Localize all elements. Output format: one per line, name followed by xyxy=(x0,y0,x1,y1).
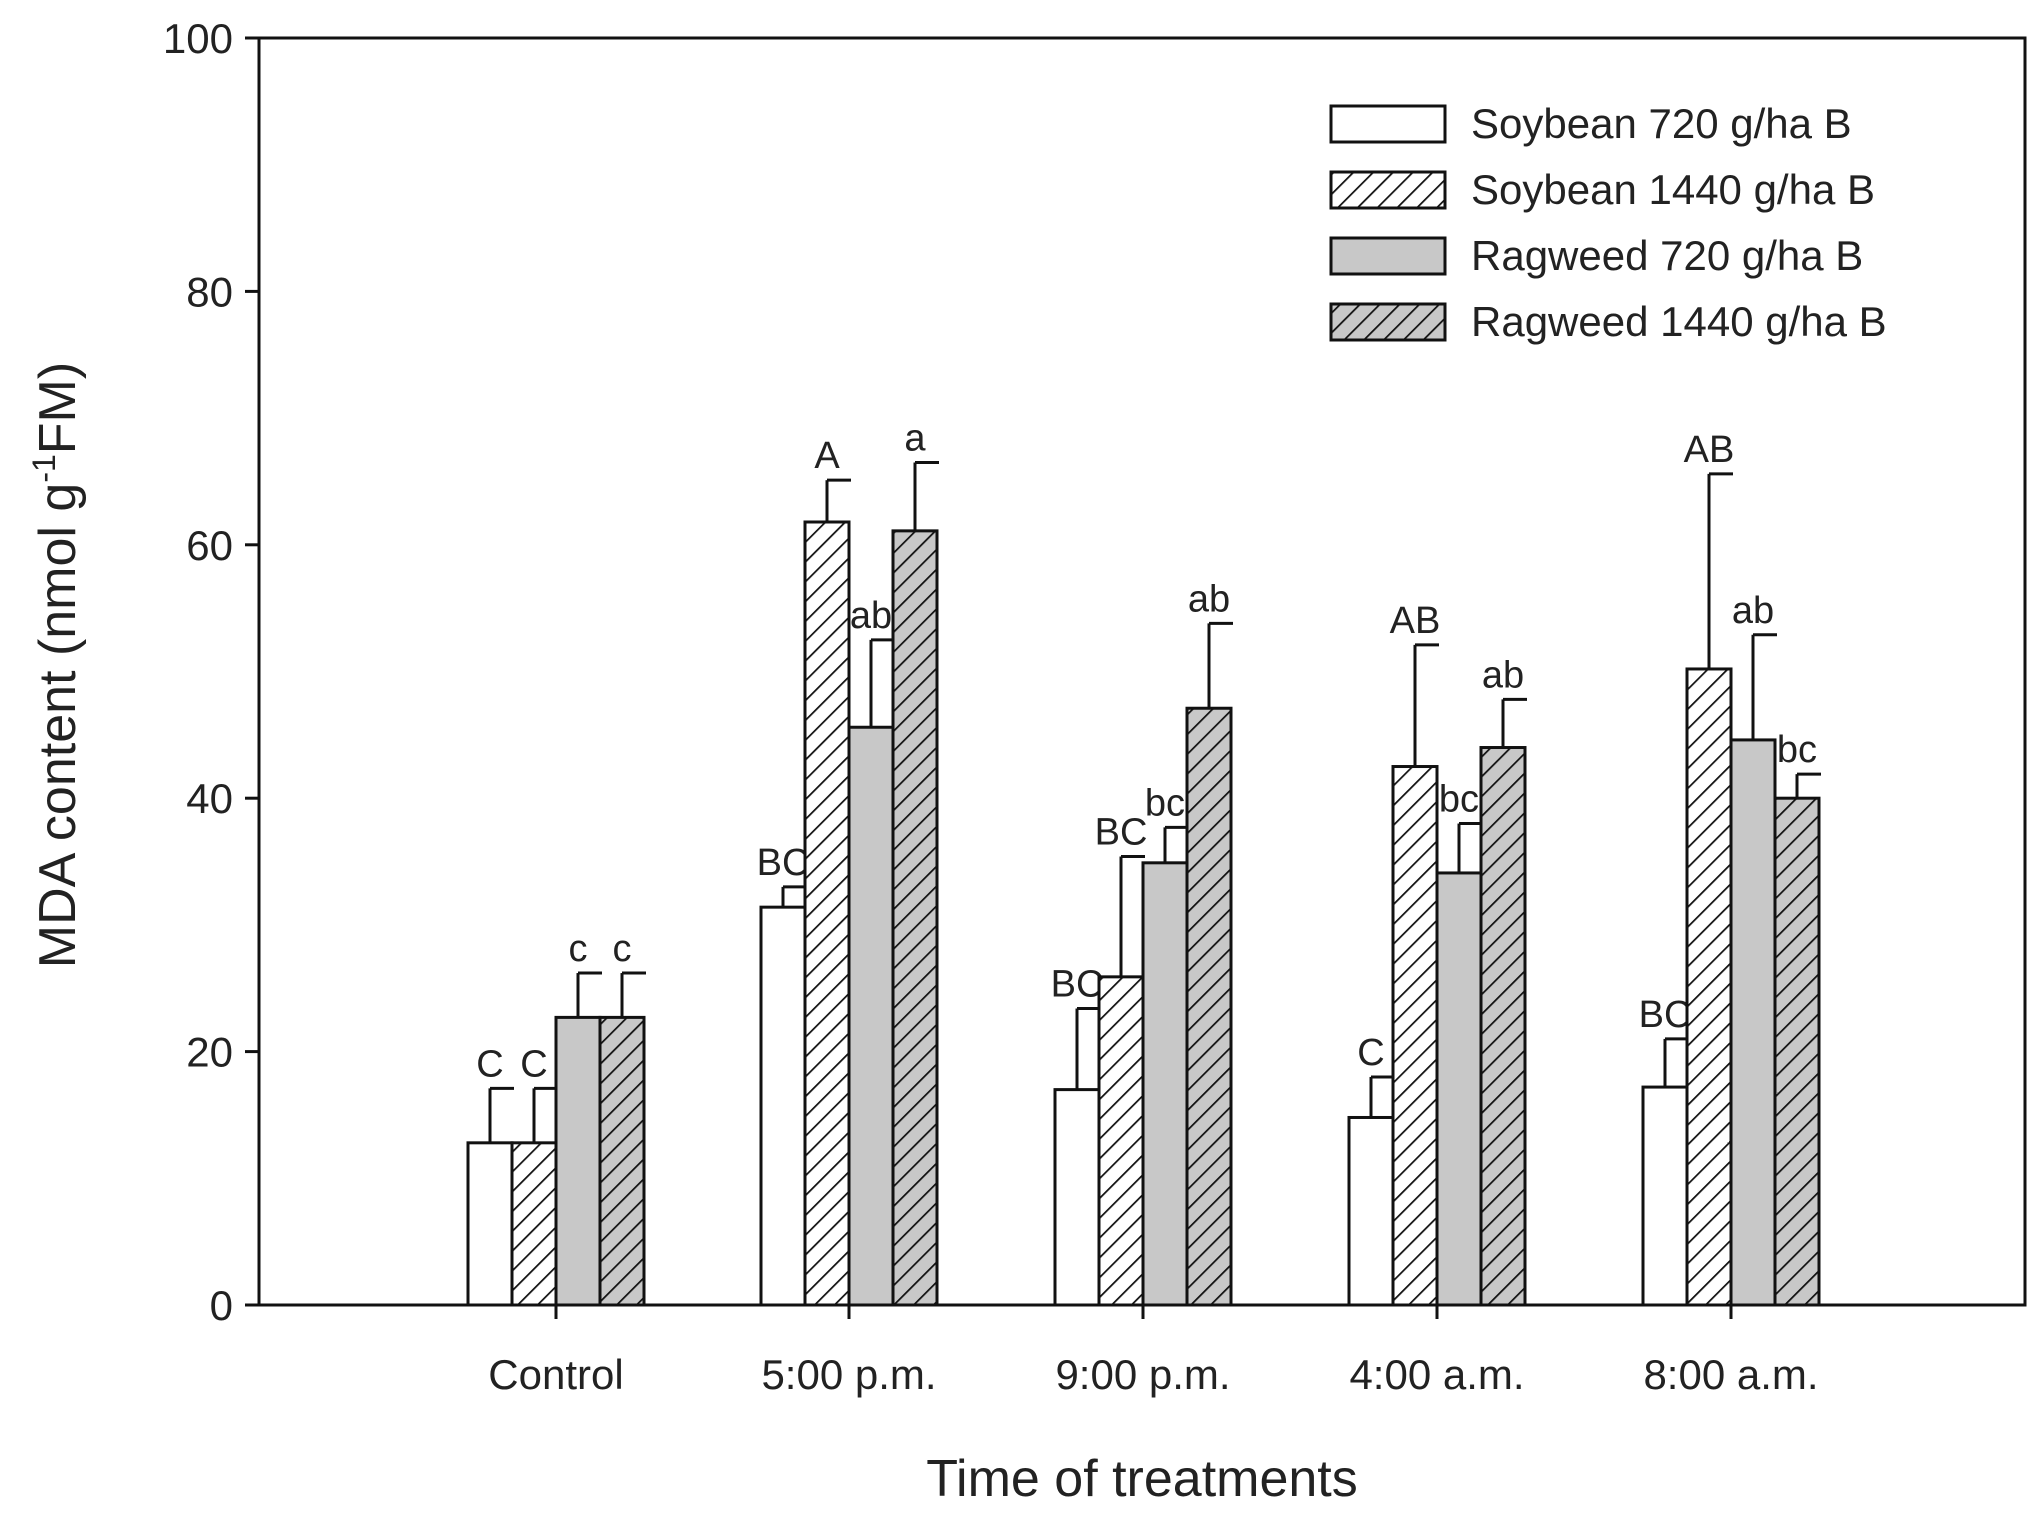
bar xyxy=(759,905,807,1307)
y-axis-title-tail: FM) xyxy=(29,362,87,454)
bar xyxy=(1773,796,1821,1307)
y-tick-label: 80 xyxy=(186,268,233,315)
bar xyxy=(1347,1115,1395,1307)
y-axis-title-superscript: -1 xyxy=(26,454,62,482)
significance-label: BC xyxy=(757,842,810,884)
bar xyxy=(803,520,851,1307)
legend-item: Soybean 1440 g/ha B xyxy=(1329,166,1875,213)
bar xyxy=(1685,667,1733,1307)
bar xyxy=(1053,1088,1101,1307)
bar xyxy=(466,1141,514,1307)
y-tick-label: 20 xyxy=(186,1029,233,1076)
bar xyxy=(1435,871,1483,1307)
x-tick-label: 5:00 p.m. xyxy=(761,1351,936,1398)
legend-label: Ragweed 1440 g/ha B xyxy=(1471,298,1887,345)
y-axis: 0 20 40 60 80 100 xyxy=(163,15,259,1329)
bar xyxy=(598,1015,646,1307)
significance-label: bc xyxy=(1145,782,1185,824)
significance-label: bc xyxy=(1439,779,1479,821)
bar xyxy=(847,725,895,1307)
bar xyxy=(1479,746,1527,1307)
x-tick-label: 9:00 p.m. xyxy=(1055,1351,1230,1398)
bar-group: C AB bc ab xyxy=(1347,600,1527,1307)
x-tick-label: 4:00 a.m. xyxy=(1349,1351,1524,1398)
legend-label: Soybean 720 g/ha B xyxy=(1471,100,1852,147)
significance-label: ab xyxy=(1482,654,1524,696)
y-axis-title-main: MDA content (nmol g xyxy=(29,483,87,969)
y-tick-label: 40 xyxy=(186,775,233,822)
bar-group: C Cc c xyxy=(466,928,646,1307)
bar-group: BC Aab a xyxy=(757,417,939,1307)
bar xyxy=(1391,765,1439,1307)
significance-label: AB xyxy=(1684,429,1735,471)
significance-label: C xyxy=(476,1043,503,1085)
significance-label: AB xyxy=(1390,600,1441,642)
significance-label: c xyxy=(613,928,632,970)
bar xyxy=(1097,975,1145,1307)
x-tick-label: Control xyxy=(488,1351,623,1398)
significance-label: BC xyxy=(1051,964,1104,1006)
bar xyxy=(1185,706,1233,1307)
y-axis-title: MDA content (nmol g-1FM) xyxy=(26,362,87,968)
significance-label: a xyxy=(904,417,926,459)
legend-swatch xyxy=(1329,170,1447,210)
legend-item: Ragweed 720 g/ha B xyxy=(1329,232,1863,279)
bar-group: BC AB ab bc xyxy=(1639,429,1821,1307)
y-tick-label: 100 xyxy=(163,15,233,62)
x-tick-label: 8:00 a.m. xyxy=(1643,1351,1818,1398)
x-axis-title: Time of treatments xyxy=(926,1450,1358,1508)
legend-swatch xyxy=(1329,302,1447,342)
bar xyxy=(1141,861,1189,1307)
significance-label: BC xyxy=(1095,811,1148,853)
bar xyxy=(891,529,939,1307)
bar xyxy=(510,1141,558,1307)
significance-label: bc xyxy=(1777,729,1817,771)
significance-label: c xyxy=(569,928,588,970)
x-axis: Control 5:00 p.m. 9:00 p.m. 4:00 a.m. 8:00 a… xyxy=(488,1305,1819,1398)
legend-swatch xyxy=(1329,104,1447,144)
legend-item: Ragweed 1440 g/ha B xyxy=(1329,298,1887,345)
legend: Soybean 720 g/ha B Soybean 1440 g/ha B Rag… xyxy=(1329,100,1887,345)
significance-label: ab xyxy=(1732,590,1774,632)
significance-label: C xyxy=(1357,1032,1384,1074)
significance-label: BC xyxy=(1639,994,1692,1036)
significance-label: C xyxy=(520,1043,547,1085)
y-tick-label: 0 xyxy=(210,1282,233,1329)
significance-label: ab xyxy=(1188,578,1230,620)
significance-label: A xyxy=(814,435,840,477)
legend-label: Soybean 1440 g/ha B xyxy=(1471,166,1875,213)
bar xyxy=(554,1015,602,1307)
bar xyxy=(1729,738,1777,1307)
y-tick-label: 60 xyxy=(186,522,233,569)
legend-swatch xyxy=(1329,236,1447,276)
legend-item: Soybean 720 g/ha B xyxy=(1329,100,1852,147)
significance-label: ab xyxy=(850,595,892,637)
bar xyxy=(1641,1085,1689,1307)
legend-label: Ragweed 720 g/ha B xyxy=(1471,232,1863,279)
